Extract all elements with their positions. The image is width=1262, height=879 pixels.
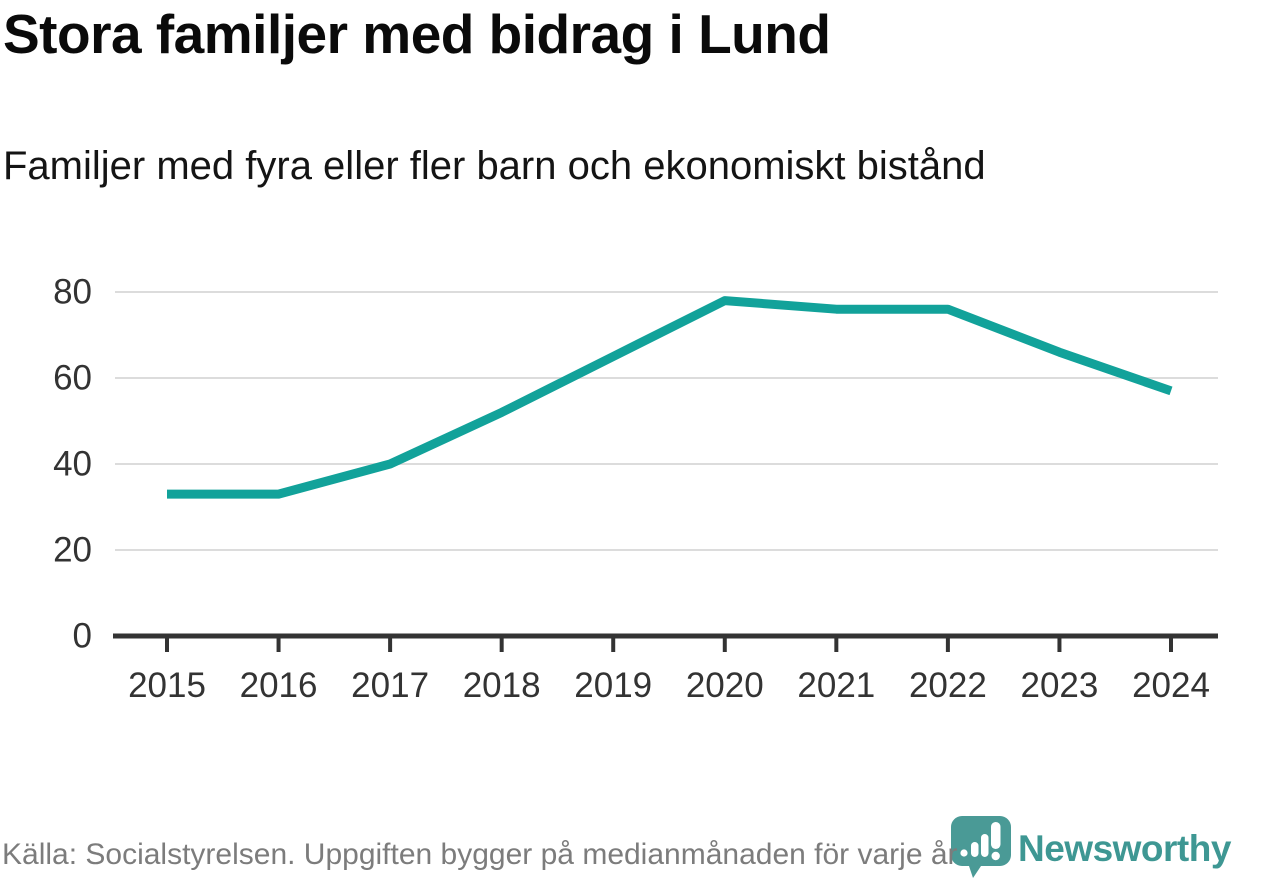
gridlines — [115, 291, 1218, 551]
y-tick-label: 0 — [73, 617, 92, 656]
x-tick-label: 2021 — [797, 666, 875, 705]
x-tick-label: 2023 — [1021, 666, 1099, 705]
chart-title: Stora familjer med bidrag i Lund — [3, 3, 831, 65]
newsworthy-logo-icon — [951, 816, 1011, 878]
x-tick-label: 2019 — [574, 666, 652, 705]
x-tick-label: 2024 — [1132, 666, 1210, 705]
y-tick-label: 80 — [53, 273, 92, 312]
data-series-line — [167, 296, 1173, 499]
x-tick-label: 2016 — [240, 666, 318, 705]
y-tick-label: 40 — [53, 445, 92, 484]
x-tick-label: 2015 — [128, 666, 206, 705]
chart-subtitle: Familjer med fyra eller fler barn och ek… — [3, 144, 986, 188]
x-axis — [113, 633, 1218, 652]
x-tick-label: 2020 — [686, 666, 764, 705]
x-axis-tick-labels: 2015 2016 2017 2018 2019 2020 2021 2022 2023 2024 — [128, 666, 1210, 705]
y-tick-label: 20 — [53, 531, 92, 570]
y-tick-label: 60 — [53, 359, 92, 398]
x-tick-label: 2022 — [909, 666, 987, 705]
x-tick-label: 2017 — [351, 666, 429, 705]
brand-name: Newsworthy — [1018, 828, 1231, 869]
y-axis-tick-labels: 0 20 40 60 80 — [53, 273, 92, 656]
x-tick-label: 2018 — [463, 666, 541, 705]
source-note: Källa: Socialstyrelsen. Uppgiften bygger… — [2, 838, 958, 871]
newsworthy-logo: Newsworthy — [942, 812, 1262, 879]
